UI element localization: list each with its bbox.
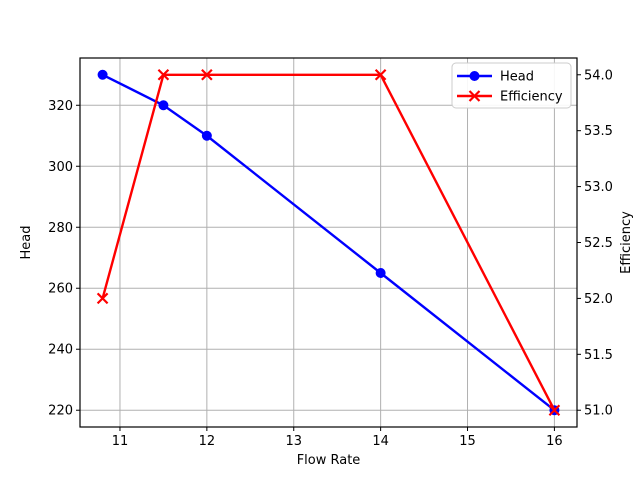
axis-ticks: 11 12 13 14 15 16 220 240 260 280 300 320 51.0 51.5 52… xyxy=(48,68,613,449)
data-point-circle xyxy=(97,69,108,80)
legend-label: Efficiency xyxy=(500,90,563,105)
data-point-x xyxy=(96,292,109,305)
x-tick-label: 15 xyxy=(459,434,476,449)
y-right-tick-label: 51.0 xyxy=(584,404,613,419)
y-right-tick-label: 51.5 xyxy=(584,348,613,363)
data-point-x xyxy=(201,68,213,81)
x-tick-label: 14 xyxy=(372,434,389,449)
y-right-tick-label: 53.0 xyxy=(584,180,613,195)
y-right-tick-label: 54.0 xyxy=(584,68,613,83)
data-point-circle xyxy=(469,71,480,81)
y-right-tick-label: 52.0 xyxy=(584,292,613,307)
series-line xyxy=(101,73,556,412)
y-left-tick-label: 280 xyxy=(48,221,73,236)
y-right-tick-label: 52.5 xyxy=(584,236,613,251)
series-efficiency xyxy=(96,68,561,417)
x-tick-label: 16 xyxy=(546,434,563,449)
y-left-tick-label: 260 xyxy=(48,282,73,297)
data-point-x xyxy=(468,90,481,102)
y-right-axis-label: Efficiency xyxy=(619,211,634,274)
y-left-tick-label: 240 xyxy=(48,343,73,358)
y-left-axis-label: Head xyxy=(19,226,34,260)
x-tick-label: 13 xyxy=(285,434,302,449)
data-point-x xyxy=(374,68,387,81)
legend: Head Efficiency xyxy=(451,62,572,109)
data-point-x xyxy=(548,404,561,417)
data-point-circle xyxy=(201,130,212,141)
gridlines xyxy=(80,58,577,427)
x-tick-label: 12 xyxy=(199,434,216,449)
series-line xyxy=(101,73,556,412)
plot-frame xyxy=(79,57,578,428)
series-head xyxy=(97,69,560,416)
x-tick-label: 11 xyxy=(112,434,129,449)
y-left-tick-label: 300 xyxy=(48,160,73,175)
data-point-circle xyxy=(375,267,386,278)
x-axis-label: Flow Rate xyxy=(297,453,361,468)
data-point-x xyxy=(157,68,170,81)
y-right-tick-label: 53.5 xyxy=(584,124,613,139)
y-left-tick-label: 220 xyxy=(48,404,73,419)
data-point-circle xyxy=(158,100,169,111)
legend-label: Head xyxy=(500,70,534,85)
y-left-tick-label: 320 xyxy=(48,99,73,114)
